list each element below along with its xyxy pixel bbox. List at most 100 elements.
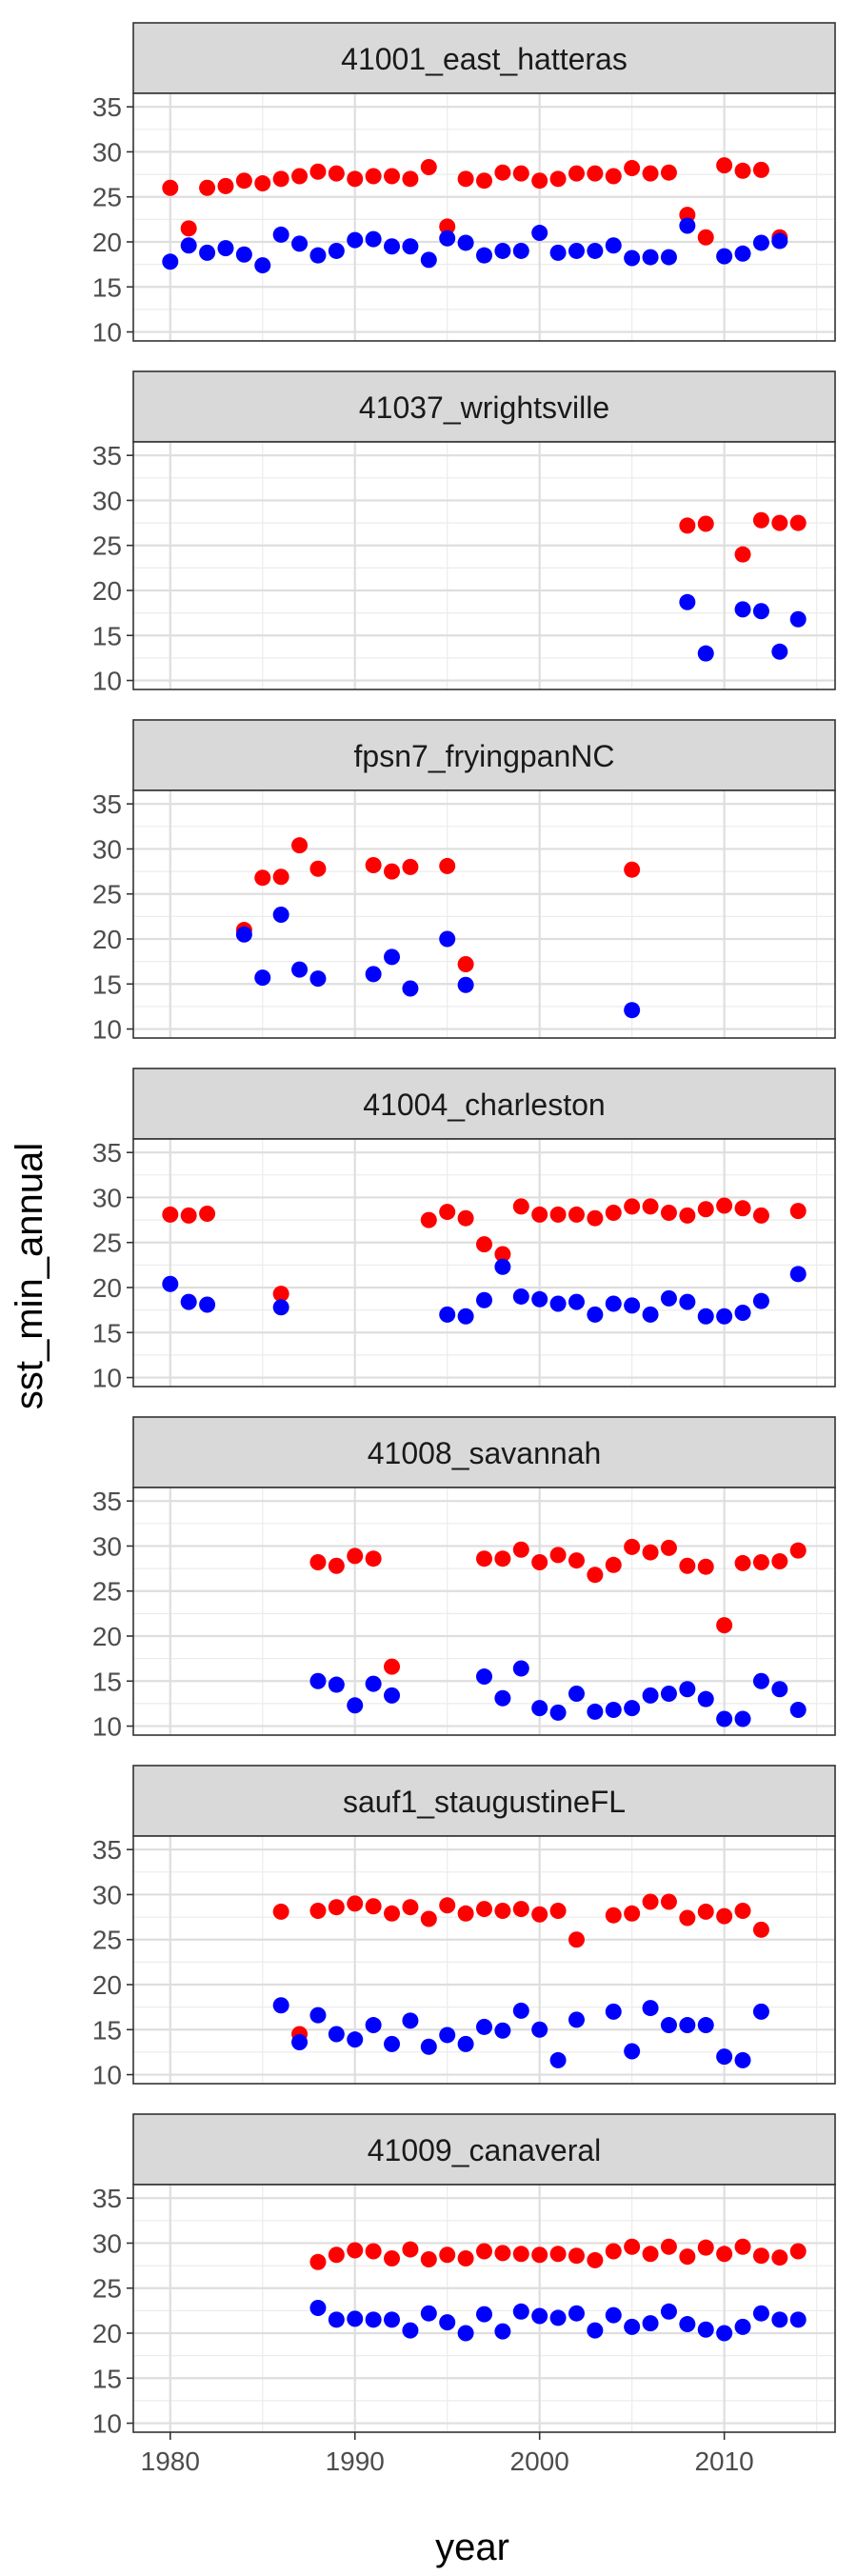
data-point-red [660,1205,677,1222]
data-point-blue [716,248,733,265]
data-point-blue [402,2322,419,2339]
data-point-blue [512,2002,529,2019]
data-point-red [568,1206,585,1223]
data-point-red [365,1898,382,1915]
data-point-red [660,1539,677,1556]
data-point-blue [697,645,714,662]
y-tick-label: 10 [92,1364,122,1393]
y-tick-label: 20 [92,1970,122,2000]
data-point-red [549,1902,567,1919]
data-point-blue [734,245,751,262]
panel-border [132,92,836,342]
y-tick-label: 35 [92,92,122,122]
data-point-blue [420,2305,437,2322]
data-point-red [679,2248,696,2266]
panel-border [132,2184,836,2433]
data-point-red [624,861,641,878]
data-point-red [660,1893,677,1910]
data-point-red [512,2246,529,2263]
data-point-blue [716,2325,733,2342]
data-point-red [420,159,437,176]
data-point-red [439,857,456,874]
data-point-blue [531,2307,548,2325]
y-tick-label: 10 [92,2061,122,2090]
facet-strip-label: fpsn7_fryingpanNC [354,739,615,773]
data-point-red [752,2247,769,2265]
y-tick-label: 25 [92,880,122,909]
data-point-red [254,175,271,192]
facet-strip-label: 41009_canaveral [368,2133,602,2167]
y-tick-label: 35 [92,2184,122,2213]
panel-border [132,1138,836,1388]
data-point-red [734,162,751,179]
data-point-blue [660,2303,677,2320]
data-point-blue [328,242,345,259]
data-point-blue [476,247,492,264]
data-point-red [697,1558,714,1575]
data-point-red [789,514,807,531]
data-point-blue [716,1308,733,1325]
data-point-blue [605,2003,622,2020]
data-point-red [605,1205,622,1222]
data-point-blue [752,234,769,251]
y-tick-label: 30 [92,834,122,864]
data-point-red [587,1209,604,1227]
data-point-blue [235,926,252,943]
data-point-red [771,514,788,531]
data-point-red [587,1567,604,1584]
data-point-blue [272,1997,289,2014]
data-point-blue [328,2311,345,2328]
y-tick-label: 35 [92,1835,122,1865]
data-point-blue [439,230,456,247]
data-point-blue [162,1275,179,1292]
data-point-blue [531,1700,548,1717]
x-tick-label: 2000 [510,2446,569,2476]
data-point-red [568,1931,585,1948]
data-point-red [384,2250,401,2267]
data-point-blue [716,1710,733,1727]
data-point-red [384,863,401,880]
data-point-blue [347,1697,364,1714]
data-point-blue [660,1289,677,1307]
y-tick-label: 30 [92,1531,122,1561]
data-point-red [549,1547,567,1564]
data-point-red [272,170,289,188]
y-tick-label: 10 [92,667,122,696]
y-tick-label: 30 [92,486,122,515]
data-point-blue [439,2027,456,2044]
data-point-blue [235,246,252,263]
data-point-red [679,517,696,534]
data-point-red [734,1200,751,1217]
data-point-blue [328,2026,345,2043]
data-point-blue [402,2012,419,2029]
data-point-blue [624,2043,641,2060]
data-point-red [549,2246,567,2263]
data-point-red [272,1903,289,1920]
data-point-blue [568,242,585,259]
panel-background [133,1836,835,2084]
y-tick-label: 15 [92,621,122,650]
data-point-red [697,229,714,246]
y-tick-label: 30 [92,137,122,167]
data-point-red [365,168,382,185]
data-point-blue [254,969,271,987]
data-point-blue [679,1681,696,1698]
data-point-blue [587,1306,604,1323]
data-point-blue [752,2003,769,2020]
facet-strip [132,22,836,94]
y-tick-label: 25 [92,2274,122,2304]
y-tick-label: 10 [92,1712,122,1742]
y-tick-label: 15 [92,2364,122,2393]
data-point-blue [457,234,474,251]
data-point-blue [734,1710,751,1727]
data-point-red [272,1286,289,1303]
y-tick-label: 15 [92,272,122,302]
data-point-red [716,1907,733,1925]
data-point-red [531,1553,548,1570]
data-point-blue [531,225,548,242]
data-point-blue [549,244,567,261]
data-point-red [716,1197,733,1214]
data-point-red [199,179,216,196]
data-point-red [531,2247,548,2264]
data-point-red [328,165,345,182]
